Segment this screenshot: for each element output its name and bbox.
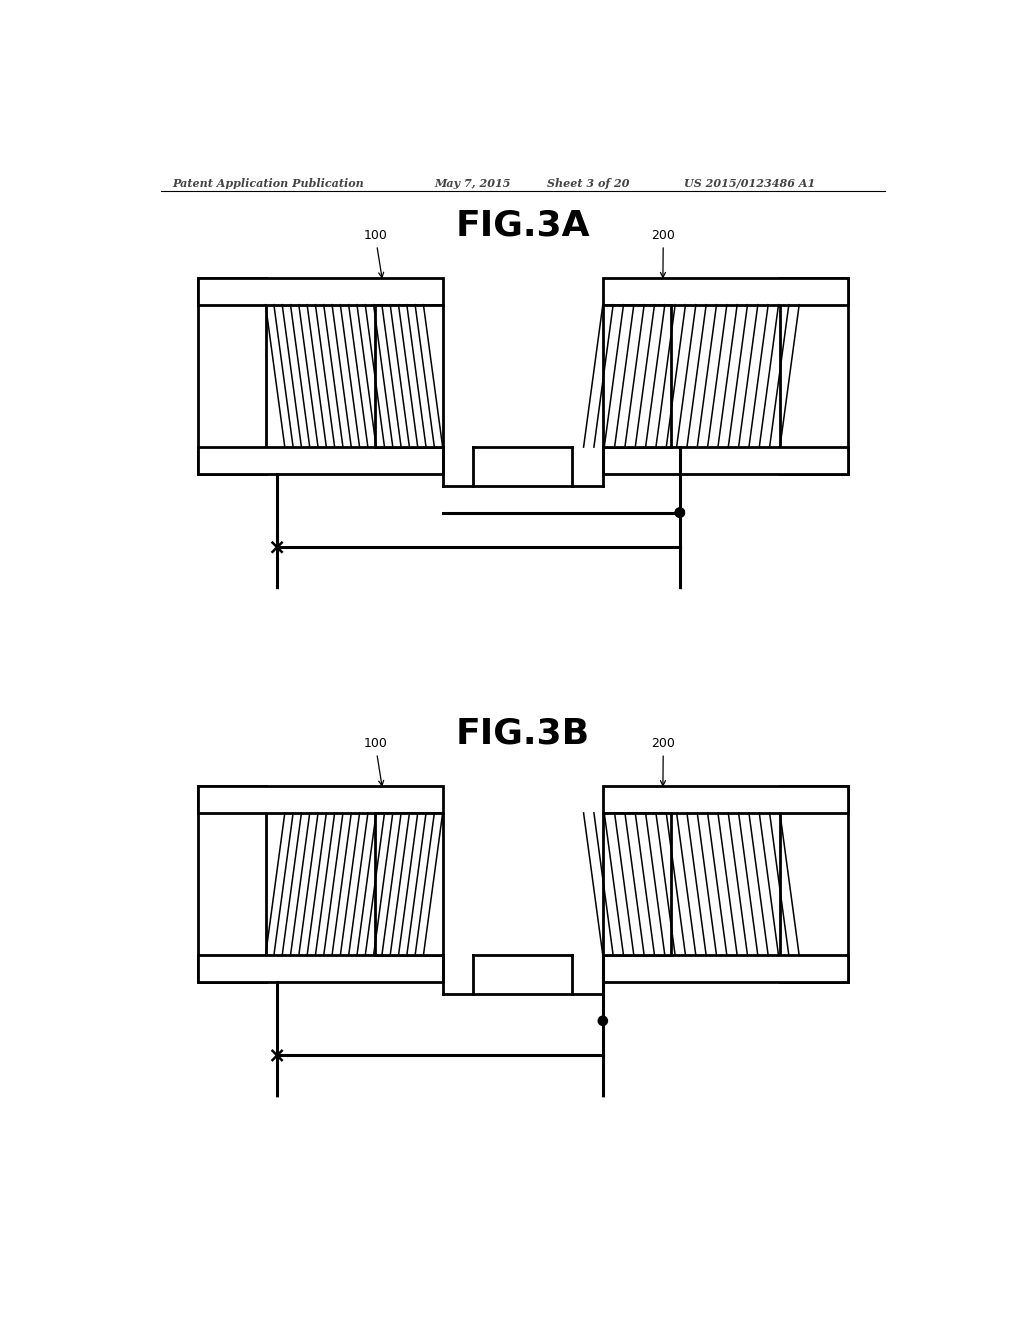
Bar xyxy=(198,956,442,982)
Circle shape xyxy=(597,1016,607,1026)
Bar xyxy=(602,785,847,813)
Bar xyxy=(198,785,265,982)
Bar xyxy=(198,447,442,474)
Circle shape xyxy=(669,590,689,609)
Bar xyxy=(198,277,265,474)
Bar xyxy=(198,785,442,813)
Bar xyxy=(602,277,847,305)
Text: FIG.3B: FIG.3B xyxy=(455,717,589,751)
Bar xyxy=(780,785,847,982)
Text: 200: 200 xyxy=(651,230,675,277)
Text: Sheet 3 of 20: Sheet 3 of 20 xyxy=(547,178,630,189)
Bar xyxy=(198,277,442,305)
Circle shape xyxy=(675,508,684,517)
Circle shape xyxy=(268,1098,286,1117)
Text: Patent Application Publication: Patent Application Publication xyxy=(172,178,364,189)
Text: FIG.3A: FIG.3A xyxy=(455,209,589,243)
Text: US 2015/0123486 A1: US 2015/0123486 A1 xyxy=(684,178,815,189)
Circle shape xyxy=(268,590,286,609)
Text: 200: 200 xyxy=(651,738,675,785)
Bar xyxy=(602,447,847,474)
Bar xyxy=(602,813,669,956)
Text: May 7, 2015: May 7, 2015 xyxy=(434,178,511,189)
Circle shape xyxy=(593,1098,611,1117)
Bar xyxy=(375,305,442,447)
Text: 100: 100 xyxy=(363,230,387,277)
Bar xyxy=(375,813,442,956)
Text: 100: 100 xyxy=(363,738,387,785)
Bar xyxy=(780,277,847,474)
Circle shape xyxy=(675,508,684,517)
Bar xyxy=(602,305,669,447)
Bar xyxy=(602,956,847,982)
